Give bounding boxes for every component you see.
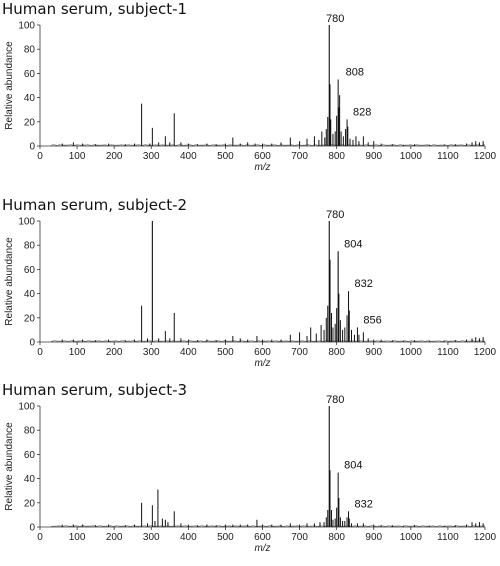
baseline-trace xyxy=(51,525,486,527)
x-tick-label: 700 xyxy=(291,347,308,358)
spectrum-panel-subject-3: Human serum, subject-3 0 100 200 300 400 500 6… xyxy=(0,381,500,566)
baseline-trace xyxy=(51,144,486,146)
peak-label: 804 xyxy=(344,460,362,472)
peak-label: 780 xyxy=(326,13,344,25)
x-tick-label: 1200 xyxy=(474,151,497,162)
y-tick-label: 0 xyxy=(29,338,35,349)
y-tick-label: 100 xyxy=(18,21,35,32)
x-tick-label: 0 xyxy=(37,532,43,543)
x-tick-label: 800 xyxy=(328,347,345,358)
x-tick-label: 900 xyxy=(365,532,382,543)
y-tick-label: 100 xyxy=(18,402,35,413)
y-tick-label: 20 xyxy=(24,498,36,509)
x-axis-title: m/z xyxy=(254,162,270,173)
y-axis-title: Relative abundance xyxy=(4,237,15,326)
y-tick-label: 0 xyxy=(29,142,35,153)
y-tick-label: 60 xyxy=(24,265,36,276)
peak-label: 780 xyxy=(326,209,344,221)
y-tick-label: 20 xyxy=(24,313,36,324)
y-tick-label: 100 xyxy=(18,217,35,228)
spectrum-plot: 0 100 200 300 400 500 600 700 800 900 1000 1100 1200… xyxy=(4,209,497,369)
x-tick-label: 0 xyxy=(37,347,43,358)
x-tick-label: 1000 xyxy=(400,532,423,543)
spectrum-panel-subject-2: Human serum, subject-2 0 100 200 300 400 500 6… xyxy=(0,196,500,381)
y-tick-label: 40 xyxy=(24,474,36,485)
x-tick-label: 600 xyxy=(254,532,271,543)
y-tick-label: 80 xyxy=(24,426,36,437)
y-axis-title: Relative abundance xyxy=(4,422,15,511)
x-tick-label: 100 xyxy=(69,532,86,543)
x-tick-label: 700 xyxy=(291,532,308,543)
x-tick-label: 1200 xyxy=(474,347,497,358)
x-tick-label: 200 xyxy=(106,532,123,543)
x-tick-label: 200 xyxy=(106,347,123,358)
peak-label: 856 xyxy=(363,314,381,326)
x-tick-label: 1100 xyxy=(437,151,459,162)
panel-title: Human serum, subject-2 xyxy=(2,196,188,214)
y-tick-label: 60 xyxy=(24,69,36,80)
x-axis-title: m/z xyxy=(254,358,270,369)
x-tick-label: 400 xyxy=(180,532,197,543)
peak-label: 832 xyxy=(355,278,373,290)
x-tick-label: 200 xyxy=(106,151,123,162)
x-tick-label: 100 xyxy=(69,347,86,358)
x-tick-label: 0 xyxy=(37,151,43,162)
y-tick-label: 80 xyxy=(24,45,36,56)
x-tick-label: 600 xyxy=(254,151,271,162)
x-axis-title: m/z xyxy=(254,543,270,554)
x-tick-label: 600 xyxy=(254,347,271,358)
y-tick-label: 60 xyxy=(24,450,36,461)
spectrum-plot: 0 100 200 300 400 500 600 700 800 900 1000 1100 1200… xyxy=(4,394,497,554)
y-tick-label: 40 xyxy=(24,93,36,104)
y-tick-label: 20 xyxy=(24,117,36,128)
x-tick-label: 1100 xyxy=(437,532,459,543)
baseline-trace xyxy=(51,340,486,342)
spectrum-panel-subject-1: Human serum, subject-1 0 100 200 300 400 500 6… xyxy=(0,0,500,185)
spectrum-plot: 0 100 200 300 400 500 600 700 800 900 1000 1100 1200… xyxy=(4,13,497,173)
x-tick-label: 800 xyxy=(328,151,345,162)
x-tick-label: 700 xyxy=(291,151,308,162)
x-tick-label: 300 xyxy=(143,151,160,162)
x-tick-label: 900 xyxy=(365,347,382,358)
panel-title: Human serum, subject-1 xyxy=(2,0,188,18)
x-tick-label: 1000 xyxy=(400,151,423,162)
y-axis-title: Relative abundance xyxy=(4,41,15,130)
x-tick-label: 1200 xyxy=(474,532,497,543)
x-tick-label: 500 xyxy=(217,151,234,162)
x-tick-label: 1100 xyxy=(437,347,459,358)
peak-label: 804 xyxy=(344,238,362,250)
panel-title: Human serum, subject-3 xyxy=(2,381,188,399)
y-tick-label: 80 xyxy=(24,241,36,252)
x-tick-label: 400 xyxy=(180,151,197,162)
peak-label: 808 xyxy=(346,66,364,78)
x-tick-label: 500 xyxy=(217,347,234,358)
peak-label: 780 xyxy=(326,394,344,406)
x-tick-label: 100 xyxy=(69,151,86,162)
x-tick-label: 400 xyxy=(180,347,197,358)
peak-label: 832 xyxy=(355,498,373,510)
y-tick-label: 40 xyxy=(24,289,36,300)
x-tick-label: 500 xyxy=(217,532,234,543)
x-tick-label: 800 xyxy=(328,532,345,543)
peak-label: 828 xyxy=(353,106,371,118)
x-tick-label: 300 xyxy=(143,532,160,543)
x-tick-label: 300 xyxy=(143,347,160,358)
x-tick-label: 1000 xyxy=(400,347,423,358)
y-tick-label: 0 xyxy=(29,523,35,534)
x-tick-label: 900 xyxy=(365,151,382,162)
